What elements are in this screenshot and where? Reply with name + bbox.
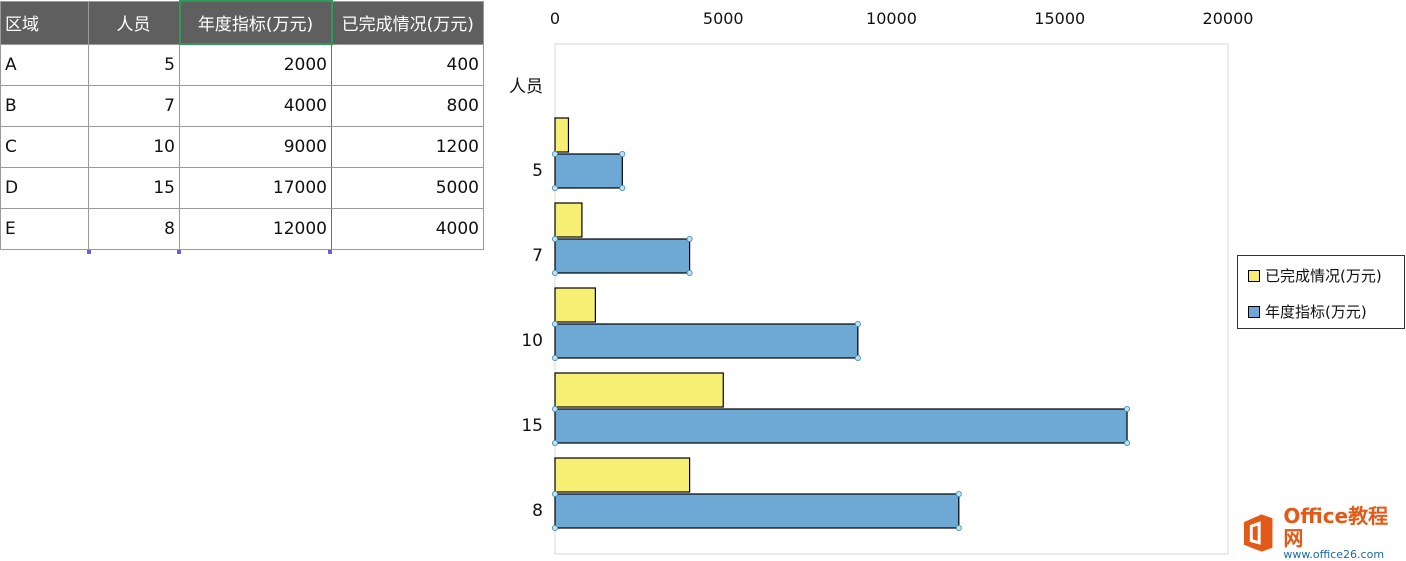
bar-selection-handle[interactable] <box>552 269 559 276</box>
bar-annual-target[interactable] <box>554 153 623 189</box>
bar-selection-handle[interactable] <box>619 150 626 157</box>
watermark: Office教程网 www.office26.com <box>1240 505 1406 561</box>
header-region[interactable]: 区域 <box>0 0 89 45</box>
legend-swatch-completed <box>1248 269 1260 282</box>
legend-label-target: 年度指标(万元) <box>1265 303 1367 321</box>
y-category-label: 10 <box>521 331 543 351</box>
bar-selection-handle[interactable] <box>552 184 559 191</box>
x-tick-label: 15000 <box>1034 9 1085 28</box>
selection-handle[interactable] <box>177 250 181 254</box>
bar-selection-handle[interactable] <box>552 320 559 327</box>
x-tick-label: 10000 <box>866 9 917 28</box>
y-category-label: 5 <box>532 161 543 181</box>
data-table: 区域 人员 年度指标(万元) 已完成情况(万元) A 5 2000 400 B … <box>0 0 484 250</box>
bar-completed[interactable] <box>554 202 583 238</box>
bar-selection-handle[interactable] <box>552 490 559 497</box>
header-completed[interactable]: 已完成情况(万元) <box>331 0 484 45</box>
x-axis-ticks: 0 5000 10000 15000 20000 <box>550 9 1254 28</box>
bar-selection-handle[interactable] <box>552 150 559 157</box>
cell-region[interactable]: E <box>0 207 89 250</box>
chart-legend[interactable]: 已完成情况(万元) 年度指标(万元) <box>1237 255 1405 329</box>
bar-completed[interactable] <box>554 117 570 153</box>
y-category-label: 15 <box>521 416 543 436</box>
watermark-url: www.office26.com <box>1283 548 1385 561</box>
bar-selection-handle[interactable] <box>619 184 626 191</box>
bar-selection-handle[interactable] <box>686 235 693 242</box>
bar-annual-target[interactable] <box>554 238 691 274</box>
header-staff[interactable]: 人员 <box>88 0 180 45</box>
table-row: C 10 9000 1200 <box>0 125 484 168</box>
legend-item-target[interactable]: 年度指标(万元) <box>1248 301 1367 322</box>
cell-staff[interactable]: 10 <box>88 125 180 168</box>
bar-annual-target[interactable] <box>554 323 859 359</box>
table-header-row: 区域 人员 年度指标(万元) 已完成情况(万元) <box>0 0 484 45</box>
legend-swatch-target <box>1248 305 1260 318</box>
bar-selection-handle[interactable] <box>1124 439 1131 446</box>
cell-staff[interactable]: 15 <box>88 166 180 209</box>
table-row: E 8 12000 4000 <box>0 207 484 250</box>
cell-staff[interactable]: 7 <box>88 84 180 127</box>
y-axis-title: 人员 <box>509 77 543 97</box>
bar-annual-target[interactable] <box>554 408 1128 444</box>
cell-region[interactable]: B <box>0 84 89 127</box>
bar-selection-handle[interactable] <box>854 354 861 361</box>
bar-selection-handle[interactable] <box>686 269 693 276</box>
cell-completed[interactable]: 400 <box>331 43 484 86</box>
bar-selection-handle[interactable] <box>955 525 962 532</box>
legend-label-completed: 已完成情况(万元) <box>1265 267 1382 285</box>
bar-series <box>552 117 1131 532</box>
table-row: A 5 2000 400 <box>0 43 484 86</box>
bar-selection-handle[interactable] <box>854 320 861 327</box>
bar-completed[interactable] <box>554 372 724 408</box>
cell-completed[interactable]: 5000 <box>331 166 484 209</box>
watermark-title: Office教程网 <box>1283 504 1389 550</box>
table-row: B 7 4000 800 <box>0 84 484 127</box>
cell-annual-target[interactable]: 4000 <box>179 84 332 127</box>
cell-staff[interactable]: 8 <box>88 207 180 250</box>
office-logo-icon <box>1243 514 1273 552</box>
bar-selection-handle[interactable] <box>552 525 559 532</box>
cell-annual-target[interactable]: 17000 <box>179 166 332 209</box>
y-category-label: 7 <box>532 246 543 266</box>
cell-region[interactable]: C <box>0 125 89 168</box>
bar-selection-handle[interactable] <box>1124 405 1131 412</box>
table-row: D 15 17000 5000 <box>0 166 484 209</box>
x-tick-label: 0 <box>550 9 560 28</box>
cell-annual-target[interactable]: 9000 <box>179 125 332 168</box>
bar-chart[interactable]: 人员 0 5000 10000 15000 20000 5 7 10 15 8 <box>490 0 1406 557</box>
cell-region[interactable]: A <box>0 43 89 86</box>
cell-completed[interactable]: 800 <box>331 84 484 127</box>
bar-selection-handle[interactable] <box>552 439 559 446</box>
bar-completed[interactable] <box>554 287 596 323</box>
bar-completed[interactable] <box>554 457 691 493</box>
cell-annual-target[interactable]: 2000 <box>179 43 332 86</box>
x-tick-label: 5000 <box>703 9 744 28</box>
legend-item-completed[interactable]: 已完成情况(万元) <box>1248 265 1382 286</box>
y-category-label: 8 <box>532 501 543 521</box>
header-annual-target[interactable]: 年度指标(万元) <box>178 0 333 45</box>
selection-handle[interactable] <box>87 250 91 254</box>
y-axis-categories: 5 7 10 15 8 <box>521 161 543 521</box>
x-tick-label: 20000 <box>1203 9 1254 28</box>
bar-selection-handle[interactable] <box>552 405 559 412</box>
cell-region[interactable]: D <box>0 166 89 209</box>
bar-selection-handle[interactable] <box>552 235 559 242</box>
selection-handle[interactable] <box>328 250 332 254</box>
bar-annual-target[interactable] <box>554 493 960 529</box>
cell-annual-target[interactable]: 12000 <box>179 207 332 250</box>
cell-completed[interactable]: 4000 <box>331 207 484 250</box>
cell-staff[interactable]: 5 <box>88 43 180 86</box>
bar-selection-handle[interactable] <box>955 490 962 497</box>
bar-selection-handle[interactable] <box>552 354 559 361</box>
cell-completed[interactable]: 1200 <box>331 125 484 168</box>
